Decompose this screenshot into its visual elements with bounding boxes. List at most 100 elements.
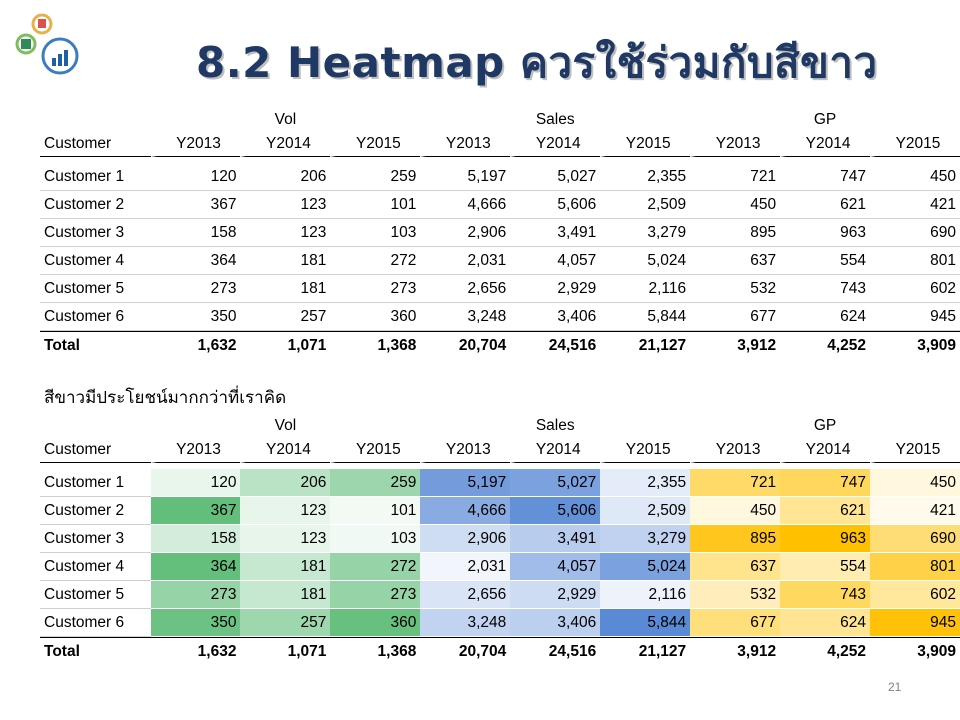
section-subtitle: สีขาวมีประโยชน์มากกว่าที่เราคิด	[44, 388, 287, 408]
t1-customer-name: Customer 3	[40, 219, 151, 247]
t1-value-cell: 602	[870, 275, 960, 303]
t1-group-cell	[330, 108, 420, 132]
t2-value-cell: 123	[240, 497, 331, 525]
t1-total-cell: 3,912	[690, 331, 781, 359]
t2-value-cell: 721	[690, 469, 781, 497]
t1-total-cell: 21,127	[600, 331, 691, 359]
t1-value-cell: 3,279	[600, 219, 691, 247]
t2-group-spacer	[40, 414, 151, 438]
t2-header-year: Y2014	[240, 438, 331, 463]
t1-group-label: Vol	[274, 111, 297, 128]
t2-header-year: Y2015	[330, 438, 421, 463]
t2-value-cell: 158	[150, 525, 241, 553]
logo-icon	[15, 13, 79, 75]
t1-value-cell: 2,116	[600, 275, 691, 303]
t2-customer-name: Customer 4	[40, 553, 151, 581]
t2-value-cell: 3,248	[420, 609, 511, 637]
t2-total-row: Total 1,632 1,071 1,368 20,704 24,516 21,127 3,…	[40, 637, 960, 665]
t2-value-cell: 360	[330, 609, 421, 637]
t2-value-cell: 2,906	[420, 525, 511, 553]
t1-table-row: Customer 4 364 181 272 2,031 4,057 5,024 637 554…	[40, 247, 960, 275]
t1-value-cell: 3,406	[510, 303, 601, 331]
t1-value-cell: 945	[870, 303, 960, 331]
t2-value-cell: 963	[780, 525, 871, 553]
t1-total-cell: 20,704	[420, 331, 511, 359]
t1-value-cell: 181	[240, 247, 331, 275]
t2-value-cell: 5,606	[510, 497, 601, 525]
t2-group-cell	[870, 414, 960, 438]
t2-group-label: Vol	[274, 417, 297, 434]
t1-value-cell: 2,656	[420, 275, 511, 303]
t2-customer-name: Customer 2	[40, 497, 151, 525]
t1-value-cell: 895	[690, 219, 781, 247]
t1-table-row: Customer 5 273 181 273 2,656 2,929 2,116 532 743…	[40, 275, 960, 303]
t1-value-cell: 2,509	[600, 191, 691, 219]
t1-value-cell: 554	[780, 247, 871, 275]
t1-header-year: Y2015	[330, 132, 421, 157]
t1-value-cell: 747	[780, 163, 871, 191]
t2-header-year: Y2013	[690, 438, 781, 463]
t1-group-spacer	[40, 108, 151, 132]
t2-header-year: Y2015	[870, 438, 960, 463]
t1-value-cell: 4,666	[420, 191, 511, 219]
t2-value-cell: 123	[240, 525, 331, 553]
t1-value-cell: 4,057	[510, 247, 601, 275]
t2-value-cell: 273	[150, 581, 241, 609]
t1-header-year: Y2014	[780, 132, 871, 157]
t2-header-customer: Customer	[40, 438, 151, 463]
t2-total-cell: 24,516	[510, 637, 601, 665]
t1-total-cell: 1,632	[150, 331, 241, 359]
t2-value-cell: 450	[870, 469, 960, 497]
t1-value-cell: 963	[780, 219, 871, 247]
t1-value-cell: 637	[690, 247, 781, 275]
t2-value-cell: 801	[870, 553, 960, 581]
t2-total-cell: 20,704	[420, 637, 511, 665]
t1-total-label: Total	[40, 331, 151, 359]
t1-value-cell: 350	[150, 303, 241, 331]
t2-value-cell: 2,929	[510, 581, 601, 609]
t1-value-cell: 257	[240, 303, 331, 331]
t1-value-cell: 367	[150, 191, 241, 219]
t2-group-cell	[330, 414, 420, 438]
t1-value-cell: 3,248	[420, 303, 511, 331]
t1-value-cell: 181	[240, 275, 331, 303]
t2-value-cell: 273	[330, 581, 421, 609]
t2-value-cell: 2,355	[600, 469, 691, 497]
t1-value-cell: 259	[330, 163, 421, 191]
t1-table-row: Customer 3 158 123 103 2,906 3,491 3,279 895 963…	[40, 219, 960, 247]
t2-value-cell: 677	[690, 609, 781, 637]
t1-total-cell: 1,071	[240, 331, 331, 359]
t2-group-cell	[600, 414, 690, 438]
t2-customer-name: Customer 6	[40, 609, 151, 637]
t1-value-cell: 743	[780, 275, 871, 303]
t2-value-cell: 3,491	[510, 525, 601, 553]
t2-value-cell: 206	[240, 469, 331, 497]
t1-customer-name: Customer 6	[40, 303, 151, 331]
t2-value-cell: 4,666	[420, 497, 511, 525]
t1-value-cell: 273	[330, 275, 421, 303]
t1-total-row: Total 1,632 1,071 1,368 20,704 24,516 21,127 3,…	[40, 331, 960, 359]
t1-value-cell: 450	[870, 163, 960, 191]
t2-value-cell: 895	[690, 525, 781, 553]
t1-value-cell: 5,197	[420, 163, 511, 191]
t1-group-cell	[151, 108, 241, 132]
t1-value-cell: 5,606	[510, 191, 601, 219]
t2-table-row: Customer 5 273 181 273 2,656 2,929 2,116 532 743…	[40, 581, 960, 609]
t2-value-cell: 621	[780, 497, 871, 525]
t1-value-cell: 450	[690, 191, 781, 219]
t1-value-cell: 721	[690, 163, 781, 191]
t2-customer-name: Customer 3	[40, 525, 151, 553]
t1-value-cell: 5,024	[600, 247, 691, 275]
t1-value-cell: 2,906	[420, 219, 511, 247]
t1-header-year: Y2013	[420, 132, 511, 157]
t1-value-cell: 624	[780, 303, 871, 331]
t1-value-cell: 360	[330, 303, 421, 331]
t1-total-cell: 1,368	[330, 331, 421, 359]
t2-value-cell: 602	[870, 581, 960, 609]
t2-value-cell: 690	[870, 525, 960, 553]
t2-value-cell: 257	[240, 609, 331, 637]
t2-header-year: Y2014	[780, 438, 871, 463]
t1-group-cell	[420, 108, 510, 132]
t2-table-row: Customer 6 350 257 360 3,248 3,406 5,844 677 624…	[40, 609, 960, 637]
t1-customer-name: Customer 4	[40, 247, 151, 275]
